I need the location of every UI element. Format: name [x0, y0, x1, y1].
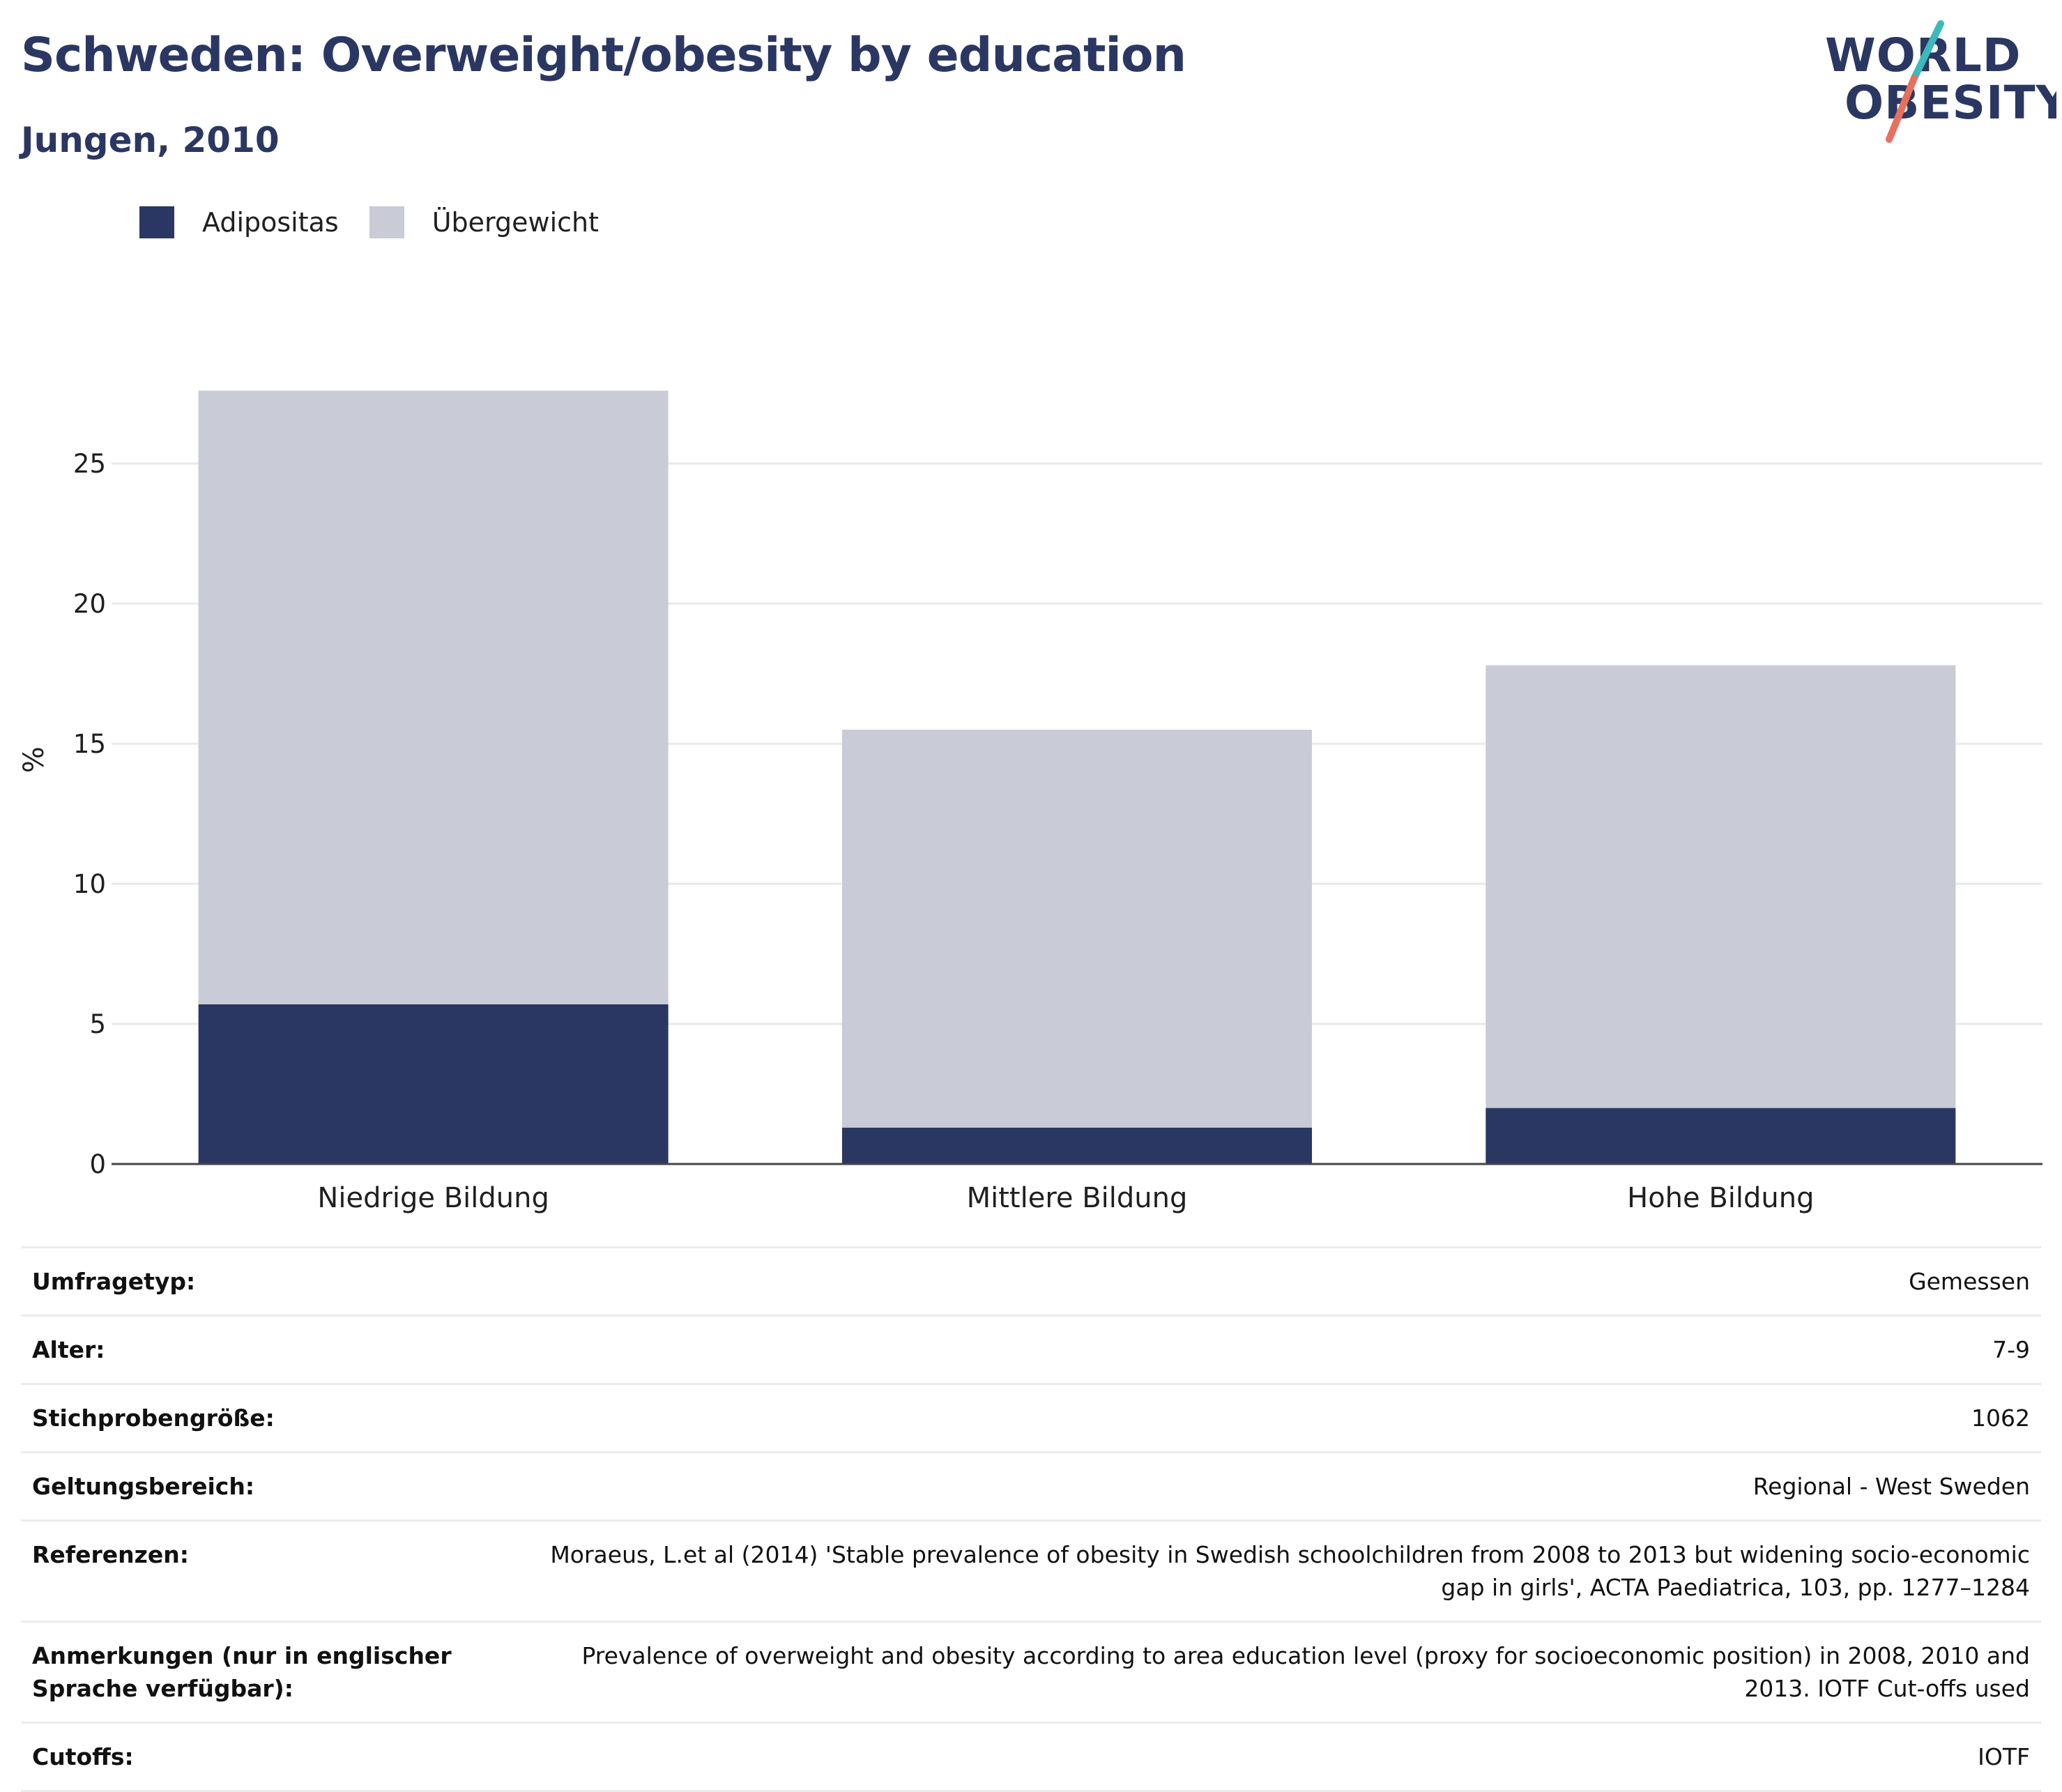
- info-row: Referenzen: Moraeus, L.et al (2014) 'Stab…: [21, 1519, 2041, 1622]
- bar-uebergewicht-0[interactable]: [198, 390, 669, 1004]
- info-key: Stichprobengröße:: [21, 1383, 531, 1453]
- legend-item-uebergewicht[interactable]: Übergewicht: [369, 206, 599, 238]
- legend-label-uebergewicht: Übergewicht: [432, 207, 599, 238]
- info-row: Anmerkungen (nur in englischer Sprache v…: [21, 1621, 2041, 1723]
- stacked-bar-chart: 0 5 10 15 20 25 Niedrige Bildung Mittlere Bild…: [18, 390, 2042, 1214]
- x-tick-label: Mittlere Bildung: [967, 1182, 1188, 1214]
- y-tick-label: 10: [73, 869, 106, 899]
- y-tick-labels: 0 5 10 15 20 25: [73, 449, 106, 1179]
- logo-slash-coral: [1886, 75, 1918, 143]
- logo-line2: OBESITY: [1845, 76, 2056, 130]
- legend-swatch-uebergewicht: [369, 206, 404, 238]
- y-tick-label: 20: [73, 589, 106, 619]
- bars: [198, 390, 1956, 1164]
- info-row: Stichprobengröße: 1062: [21, 1383, 2041, 1453]
- x-tick-label: Hohe Bildung: [1627, 1182, 1814, 1214]
- bar-uebergewicht-2[interactable]: [1486, 665, 1956, 1108]
- info-value: Gemessen: [531, 1246, 2041, 1316]
- world-obesity-logo: WORLD OBESITY: [1825, 20, 2056, 143]
- chart-legend: Adipositas Übergewicht: [139, 206, 629, 238]
- info-key: Umfragetyp:: [21, 1246, 531, 1316]
- info-row: Umfragetyp: Gemessen: [21, 1246, 2041, 1316]
- logo-slash-teal: [1911, 20, 1944, 82]
- info-row: Geltungsbereich: Regional - West Sweden: [21, 1451, 2041, 1521]
- chart-subtitle: Jungen, 2010: [21, 120, 280, 160]
- legend-label-adipositas: Adipositas: [202, 207, 339, 238]
- info-key: Alter:: [21, 1315, 531, 1384]
- legend-item-adipositas[interactable]: Adipositas: [139, 206, 339, 238]
- bar-adipositas-1[interactable]: [841, 1127, 1313, 1164]
- y-tick-label: 0: [89, 1149, 106, 1179]
- info-value: Moraeus, L.et al (2014) 'Stable prevalen…: [531, 1519, 2041, 1622]
- info-value: IOTF: [531, 1722, 2041, 1792]
- y-tick-label: 15: [73, 729, 106, 759]
- x-tick-labels: Niedrige Bildung Mittlere Bildung Hohe Bil…: [317, 1182, 1814, 1214]
- info-value: 1062: [531, 1383, 2041, 1453]
- y-tick-label: 5: [89, 1009, 106, 1039]
- info-key: Anmerkungen (nur in englischer Sprache v…: [21, 1621, 531, 1723]
- info-key: Referenzen:: [21, 1519, 531, 1622]
- bar-adipositas-2[interactable]: [1486, 1108, 1956, 1164]
- info-row: Alter: 7-9: [21, 1315, 2041, 1384]
- legend-swatch-adipositas: [139, 206, 174, 238]
- info-value: Regional - West Sweden: [531, 1451, 2041, 1521]
- info-value: Prevalence of overweight and obesity acc…: [531, 1621, 2041, 1723]
- survey-info-table: Umfragetyp: Gemessen Alter: 7-9 Stichprobeng…: [21, 1246, 2041, 1792]
- chart-title: Schweden: Overweight/obesity by educatio…: [21, 28, 1186, 83]
- bar-adipositas-0[interactable]: [198, 1004, 669, 1164]
- info-key: Geltungsbereich:: [21, 1451, 531, 1521]
- info-key: Cutoffs:: [21, 1722, 531, 1792]
- bar-uebergewicht-1[interactable]: [841, 729, 1313, 1128]
- x-tick-label: Niedrige Bildung: [317, 1182, 549, 1214]
- y-axis-label: %: [18, 746, 50, 773]
- y-tick-label: 25: [73, 449, 106, 479]
- info-value: 7-9: [531, 1315, 2041, 1384]
- info-row: Cutoffs: IOTF: [21, 1722, 2041, 1792]
